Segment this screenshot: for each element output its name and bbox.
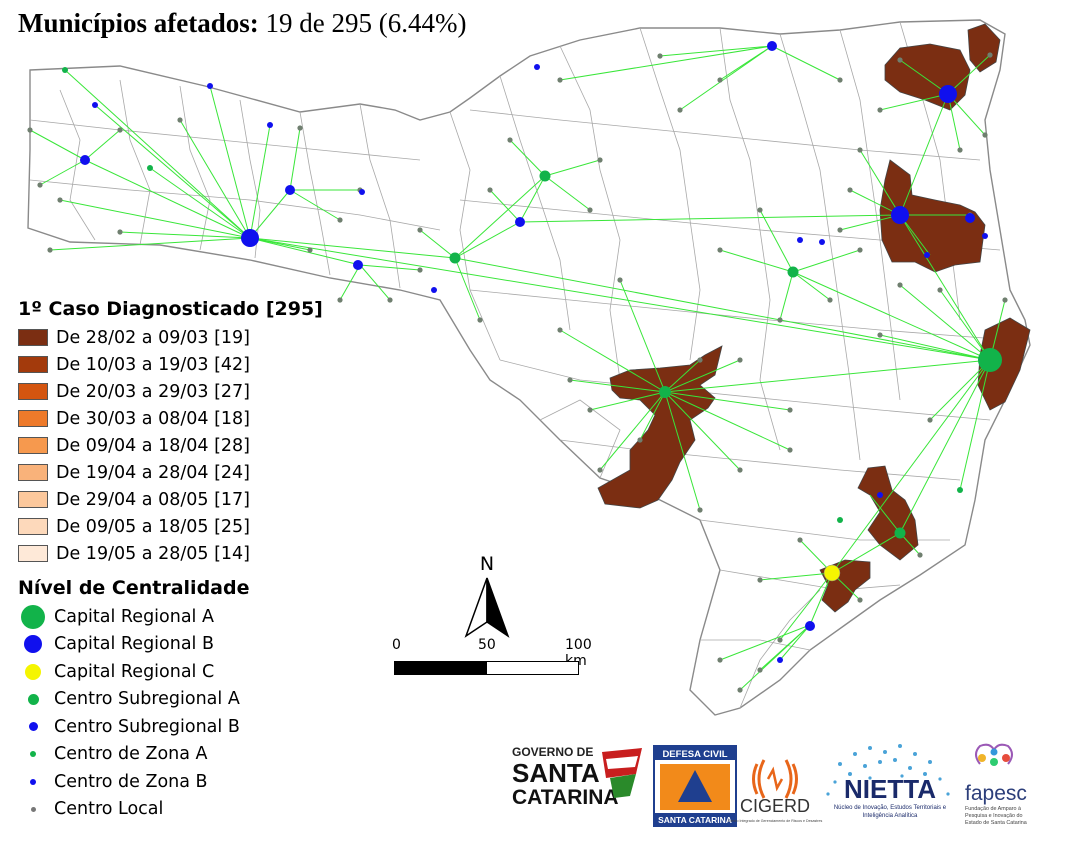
legend-item-label: De 19/04 a 28/04 [24]: [56, 462, 251, 483]
title-value: 19 de 295 (6.44%): [265, 8, 467, 38]
legend-item-label: Capital Regional B: [54, 634, 214, 655]
affected-area-west-central: [597, 345, 723, 509]
svg-text:DEFESA CIVIL: DEFESA CIVIL: [662, 749, 727, 760]
scale-bar: 0 50 100 km: [392, 637, 592, 679]
legend-item-label: De 09/04 a 18/04 [28]: [56, 435, 251, 456]
cigerd-logo: CIGERD Centro Integrado de Gerenciamento…: [728, 759, 823, 823]
fapesc-logo: fapesc Fundação de Amparo à Pesquisa e I…: [965, 743, 1027, 826]
centrality-legend-item: Capital Regional C: [18, 658, 358, 686]
legend-swatch: [18, 410, 48, 427]
centrality-symbol-icon: [21, 604, 45, 629]
first-case-legend-item: De 19/04 a 28/04 [24]: [18, 459, 358, 486]
centrality-symbol-icon: [30, 751, 36, 758]
legend-item-label: De 28/02 a 09/03 [19]: [56, 327, 251, 348]
svg-text:CATARINA: CATARINA: [512, 786, 619, 809]
legend-swatch: [18, 545, 48, 562]
affected-municipalities-title: Municípios afetados: 19 de 295 (6.44%): [18, 8, 466, 39]
centrality-legend-item: Centro Subregional B: [18, 713, 358, 741]
legend-item-label: De 30/03 a 08/04 [18]: [56, 408, 251, 429]
centrality-legend-item: Centro de Zona B: [18, 768, 358, 796]
centrality-legend-item: Capital Regional B: [18, 631, 358, 659]
svg-text:NIETTA: NIETTA: [844, 774, 936, 804]
svg-text:Pesquisa e Inovação do: Pesquisa e Inovação do: [965, 813, 1023, 819]
scale-label-0: 0: [392, 637, 401, 653]
legend-item-label: Centro de Zona B: [54, 771, 208, 792]
governo-santa-catarina-logo: GOVERNO DE SANTA CATARINA: [512, 745, 642, 809]
legend-item-label: De 09/05 a 18/05 [25]: [56, 516, 251, 537]
zone-b-centers: [92, 64, 988, 663]
centrality-symbol-icon: [25, 663, 41, 680]
first-case-legend-items: De 28/02 a 09/03 [19] De 10/03 a 19/03 [4…: [18, 324, 358, 567]
local-centers: [27, 52, 1008, 693]
legend-swatch: [18, 464, 48, 481]
north-label: N: [480, 553, 494, 575]
first-case-legend-item: De 09/04 a 18/04 [28]: [18, 432, 358, 459]
first-case-legend-item: De 19/05 a 28/05 [14]: [18, 540, 358, 567]
subregional-centers: [80, 41, 975, 631]
centrality-legend-item: Centro de Zona A: [18, 741, 358, 769]
centrality-legend-item: Capital Regional A: [18, 603, 358, 631]
svg-text:SANTA CATARINA: SANTA CATARINA: [658, 815, 732, 825]
legend-item-label: Centro Local: [54, 799, 164, 820]
centrality-links: [29, 45, 1006, 691]
zone-a-centers: [62, 67, 963, 523]
first-case-legend-item: De 09/05 a 18/05 [25]: [18, 513, 358, 540]
svg-text:CIGERD: CIGERD: [740, 796, 810, 816]
first-case-legend-item: De 29/04 a 08/05 [17]: [18, 486, 358, 513]
centrality-legend-item: Centro Local: [18, 796, 358, 824]
centrality-legend-items: Capital Regional A Capital Regional B Capi…: [18, 603, 358, 823]
institution-logos: GOVERNO DE SANTA CATARINA DEFESA CIVIL S…: [512, 743, 1027, 827]
svg-text:Estado de Santa Catarina: Estado de Santa Catarina: [965, 820, 1027, 826]
first-case-legend-item: De 30/03 a 08/04 [18]: [18, 405, 358, 432]
legend-swatch: [18, 329, 48, 346]
regional-capitals: [241, 85, 1002, 582]
first-case-legend-item: De 28/02 a 09/03 [19]: [18, 324, 358, 351]
legend-item-label: Centro de Zona A: [54, 744, 208, 765]
legend-item-label: De 20/03 a 29/03 [27]: [56, 381, 251, 402]
title-label: Municípios afetados:: [18, 8, 259, 38]
affected-area-northeast-tip: [967, 23, 1001, 73]
legend-item-label: Capital Regional C: [54, 661, 215, 682]
map-legend: 1º Caso Diagnosticado [295] De 28/02 a 0…: [18, 294, 358, 823]
legend-swatch: [18, 437, 48, 454]
legend-swatch: [18, 491, 48, 508]
legend-item-label: De 29/04 a 08/05 [17]: [56, 489, 251, 510]
legend-item-label: De 19/05 a 28/05 [14]: [56, 543, 251, 564]
legend-item-label: Capital Regional A: [54, 606, 214, 627]
legend-item-label: De 10/03 a 19/03 [42]: [56, 354, 251, 375]
svg-text:fapesc: fapesc: [965, 782, 1027, 805]
scale-label-50: 50: [478, 637, 496, 653]
centrality-symbol-icon: [27, 693, 39, 705]
legend-swatch: [18, 356, 48, 373]
first-case-legend-title: 1º Caso Diagnosticado [295]: [18, 298, 323, 320]
north-arrow-icon: N: [464, 553, 510, 638]
first-case-legend-item: De 10/03 a 19/03 [42]: [18, 351, 358, 378]
svg-text:Núcleo de Inovação, Estudos Te: Núcleo de Inovação, Estudos Territoriais…: [834, 805, 947, 811]
centrality-legend-item: Centro Subregional A: [18, 686, 358, 714]
svg-text:GOVERNO DE: GOVERNO DE: [512, 745, 593, 759]
legend-item-label: Centro Subregional A: [54, 689, 240, 710]
centrality-symbol-icon: [30, 778, 36, 785]
centrality-symbol-icon: [28, 722, 38, 732]
centrality-symbol-icon: [24, 635, 42, 654]
first-case-legend-item: De 20/03 a 29/03 [27]: [18, 378, 358, 405]
legend-item-label: Centro Subregional B: [54, 716, 240, 737]
defesa-civil-logo: DEFESA CIVIL SANTA CATARINA: [653, 745, 737, 827]
centrality-legend-title: Nível de Centralidade: [18, 577, 250, 599]
centrality-symbol-icon: [30, 806, 36, 812]
affected-area-northeast: [879, 159, 986, 273]
svg-text:Fundação de Amparo à: Fundação de Amparo à: [965, 806, 1021, 812]
legend-swatch: [18, 518, 48, 535]
svg-text:Inteligência Analítica: Inteligência Analítica: [863, 813, 918, 819]
nietta-logo: NIETTA Núcleo de Inovação, Estudos Terri…: [826, 744, 950, 819]
svg-text:SANTA: SANTA: [512, 758, 600, 788]
svg-text:Centro Integrado de Gerenciame: Centro Integrado de Gerenciamento de Ris…: [728, 819, 823, 823]
legend-swatch: [18, 383, 48, 400]
